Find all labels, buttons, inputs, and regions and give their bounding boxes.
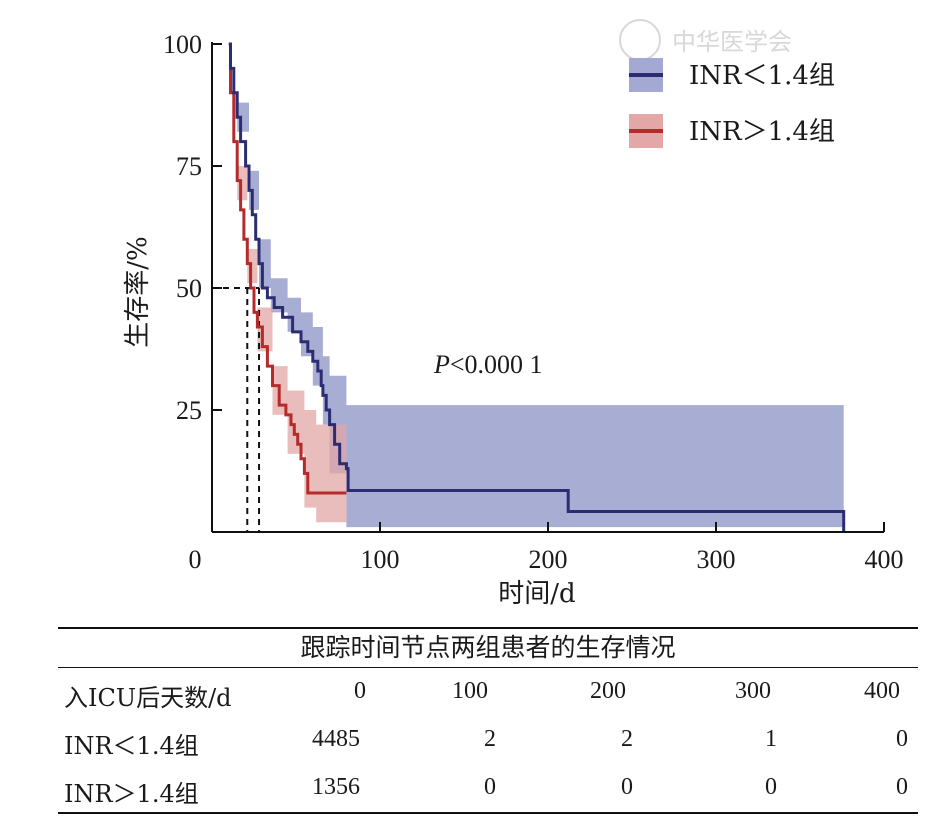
table-cell: 0 — [896, 774, 908, 800]
risk-table-header-row: 入ICU后天数/d 0 100 200 300 400 — [58, 668, 918, 716]
p-value-symbol: P — [433, 350, 450, 379]
header-cell: 0 — [354, 678, 366, 704]
table-cell: 4485 — [312, 726, 360, 752]
survival-curve-inr-high — [228, 42, 347, 495]
legend-item-inr-low: INR＜1.4组 — [629, 58, 835, 92]
x-tick-label: 100 — [361, 545, 400, 574]
survival-curves — [228, 42, 846, 532]
watermark-seal-icon — [619, 19, 661, 61]
legend-label: INR＜1.4组 — [689, 61, 835, 91]
y-tick-label: 25 — [176, 396, 202, 425]
table-cell: 0 — [765, 774, 777, 800]
survival-curve-inr-low — [228, 42, 846, 532]
table-cell: 0 — [484, 774, 496, 800]
p-value-annotation: P<0.000 1 — [433, 350, 543, 379]
median-markers — [212, 287, 261, 532]
axis-ticks: 0 100 200 300 400 100 75 50 25 — [163, 30, 904, 574]
table-cell: 0 — [621, 774, 633, 800]
header-cell: 100 — [452, 678, 488, 704]
risk-table-row: INR＜1.4组 4485 2 2 1 0 — [58, 716, 918, 764]
table-cell: 2 — [621, 726, 633, 752]
header-cell: 300 — [735, 678, 771, 704]
legend-label: INR＞1.4组 — [689, 117, 835, 147]
header-cell-label: 入ICU后天数/d — [64, 684, 232, 712]
table-cell: 2 — [484, 726, 496, 752]
risk-table-title: 跟踪时间节点两组患者的生存情况 — [58, 627, 918, 668]
ci-band-inr-low — [228, 44, 844, 528]
y-axis-label: 生存率/% — [123, 236, 153, 347]
x-tick-label: 0 — [189, 545, 202, 574]
legend: INR＜1.4组 INR＞1.4组 — [629, 58, 835, 148]
y-tick-label: 50 — [176, 274, 202, 303]
watermark-text: 中华医学会 — [672, 28, 792, 56]
x-tick-label: 300 — [697, 545, 736, 574]
table-cell: 1 — [765, 726, 777, 752]
header-cell: 200 — [590, 678, 626, 704]
x-tick-label: 200 — [529, 545, 568, 574]
table-cell: 0 — [896, 726, 908, 752]
y-tick-label: 75 — [176, 152, 202, 181]
x-tick-label: 400 — [865, 545, 904, 574]
risk-table-row: INR＞1.4组 1356 0 0 0 0 — [58, 764, 918, 814]
header-cell: 400 — [864, 678, 900, 704]
ci-band-inr-high — [228, 44, 347, 523]
watermark: 中华医学会 — [619, 19, 792, 61]
legend-item-inr-high: INR＞1.4组 — [629, 114, 835, 148]
risk-table: 跟踪时间节点两组患者的生存情况 入ICU后天数/d 0 100 200 300 … — [58, 627, 918, 814]
y-tick-label: 100 — [163, 30, 202, 59]
table-cell: 1356 — [312, 774, 360, 800]
ci-bands — [228, 44, 844, 528]
x-axis-label: 时间/d — [498, 579, 575, 609]
row-label: INR＞1.4组 — [64, 780, 199, 808]
p-value-text: <0.000 1 — [450, 350, 543, 379]
row-label: INR＜1.4组 — [64, 732, 199, 760]
